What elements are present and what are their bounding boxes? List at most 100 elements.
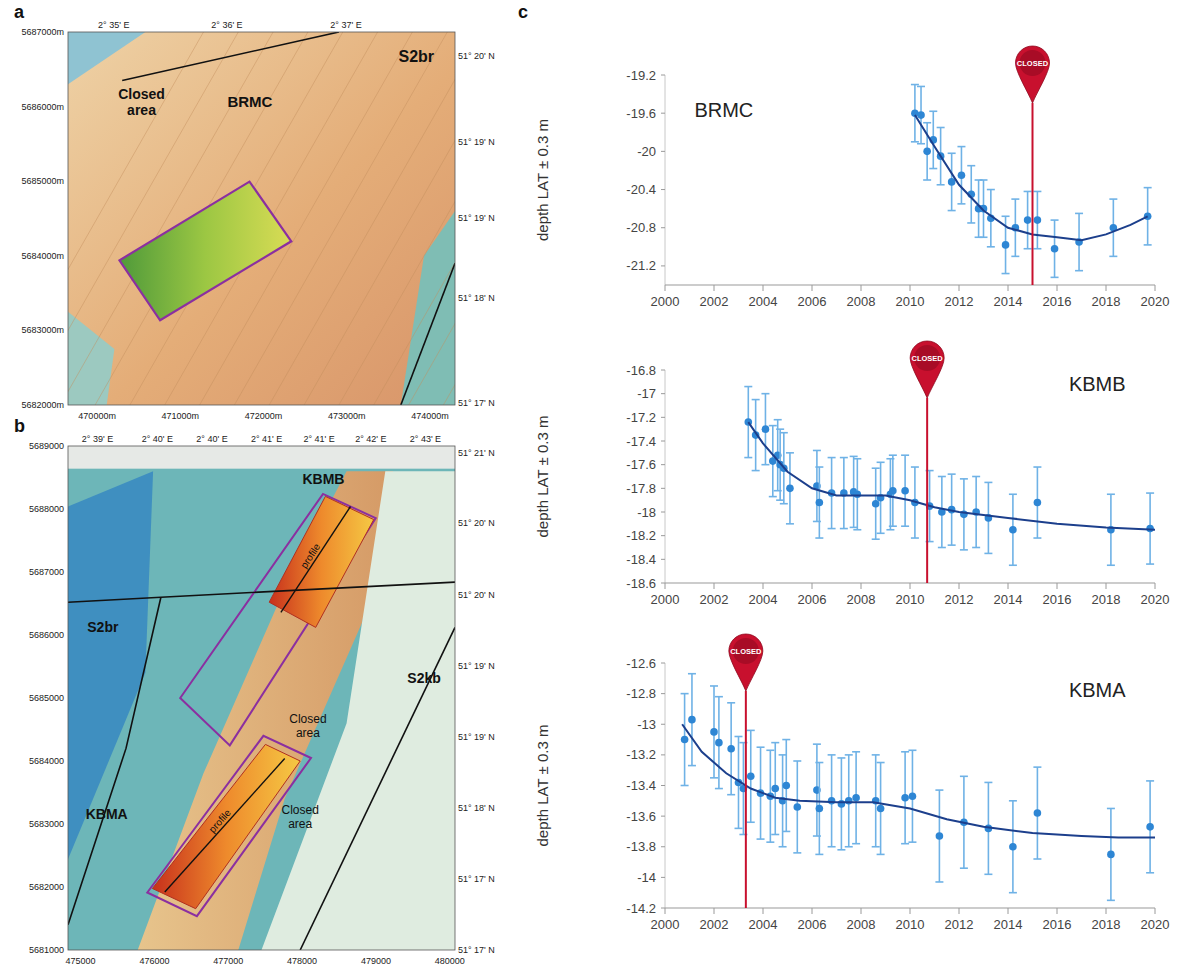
seabed xyxy=(68,446,455,950)
error-bar-cap xyxy=(1144,187,1152,189)
x-tick-label: 2014 xyxy=(994,592,1023,607)
error-bar-cap xyxy=(872,846,880,848)
latitude-label: 51° 20' N xyxy=(458,518,495,528)
x-tick xyxy=(861,285,862,291)
trend-line xyxy=(915,115,1148,240)
y-tick xyxy=(661,754,665,755)
x-tick xyxy=(812,583,813,589)
x-tick xyxy=(1106,583,1107,589)
error-bar-cap xyxy=(786,523,794,525)
error-bar-cap xyxy=(688,765,696,767)
error-bar-cap xyxy=(813,743,821,745)
y-tick-label: -17.4 xyxy=(626,434,656,449)
error-bar-cap xyxy=(780,432,788,434)
data-point xyxy=(958,171,966,179)
error-bar-cap xyxy=(727,702,735,704)
error-bar xyxy=(935,790,943,882)
error-bar-cap xyxy=(917,86,925,88)
easting-label: 477000 xyxy=(213,956,243,966)
closed-area xyxy=(180,494,376,746)
data-point xyxy=(838,800,846,808)
map-label: KBMA xyxy=(86,806,128,822)
northing-label: 5683000m xyxy=(21,325,64,335)
northing-label: 5682000m xyxy=(21,400,64,410)
northing-label: 5688000 xyxy=(29,504,64,514)
y-tick-label: -13 xyxy=(637,717,656,732)
data-point xyxy=(771,785,779,793)
error-bar-cap xyxy=(937,184,945,186)
plot-area xyxy=(911,85,1152,278)
x-tick-label: 2004 xyxy=(749,917,778,932)
error-bar-cap xyxy=(935,881,943,883)
x-tick xyxy=(763,583,764,589)
sand-ripple xyxy=(68,32,203,405)
error-bar xyxy=(1033,767,1041,859)
x-tick xyxy=(714,908,715,914)
sand-ripple xyxy=(95,32,308,405)
x-tick xyxy=(665,583,666,589)
northing-label: 5685000 xyxy=(29,693,64,703)
y-tick xyxy=(661,816,665,817)
closure-line xyxy=(926,398,928,583)
error-bar-cap xyxy=(1109,256,1117,258)
data-point xyxy=(852,794,860,802)
sand-ripple xyxy=(339,32,455,405)
error-bar-cap xyxy=(948,210,956,212)
easting-label: 470000m xyxy=(78,411,116,421)
easting-label: 480000 xyxy=(435,956,465,966)
y-tick xyxy=(661,724,665,725)
error-bar-cap xyxy=(853,529,861,531)
error-bar-cap xyxy=(872,754,880,756)
map-label-line: Closed xyxy=(289,712,326,726)
deep-water xyxy=(68,471,153,859)
data-point xyxy=(786,485,794,493)
error-bar xyxy=(957,147,965,204)
error-bar-cap xyxy=(901,843,909,845)
error-bar-cap xyxy=(815,762,823,764)
data-point xyxy=(1034,499,1042,507)
x-tick xyxy=(910,583,911,589)
zone-boundary xyxy=(68,582,455,602)
error-bar-cap xyxy=(1107,808,1115,810)
error-bar-cap xyxy=(761,464,769,466)
x-tick-label: 2002 xyxy=(700,917,729,932)
error-bar-cap xyxy=(782,831,790,833)
error-bar-cap xyxy=(752,470,760,472)
y-tick xyxy=(661,75,665,76)
error-bar-cap xyxy=(929,168,937,170)
error-bar-cap xyxy=(1033,191,1041,193)
error-bar-cap xyxy=(1011,256,1019,258)
map-label-line: Closed xyxy=(118,86,165,102)
x-tick-label: 2000 xyxy=(651,294,680,309)
data-point xyxy=(762,425,770,433)
x-tick-label: 2006 xyxy=(798,294,827,309)
data-point xyxy=(828,797,836,805)
error-bar-cap xyxy=(1024,248,1032,250)
x-tick-label: 2004 xyxy=(749,592,778,607)
closure-line xyxy=(745,691,747,908)
error-bar-cap xyxy=(815,537,823,539)
deep-water xyxy=(68,32,145,84)
y-tick-label: -13.2 xyxy=(626,747,656,762)
y-tick xyxy=(661,559,665,560)
error-bar-cap xyxy=(761,393,769,395)
y-tick xyxy=(661,908,665,909)
y-tick xyxy=(661,151,665,152)
error-bar-cap xyxy=(710,777,718,779)
zone-boundary xyxy=(68,597,161,925)
data-point xyxy=(794,803,802,811)
error-bar-cap xyxy=(1002,273,1010,275)
northing-label: 5685000m xyxy=(21,176,64,186)
data-point xyxy=(816,805,824,813)
error-bar-cap xyxy=(782,739,790,741)
longitude-label: 2° 35' E xyxy=(98,20,129,30)
chart-title: KBMA xyxy=(1069,679,1126,701)
trend-line xyxy=(748,422,1155,530)
data-point xyxy=(845,797,853,805)
y-tick xyxy=(661,846,665,847)
error-bar-cap xyxy=(960,478,968,480)
x-tick xyxy=(1008,908,1009,914)
data-point xyxy=(710,728,718,736)
error-bar-cap xyxy=(987,246,995,248)
chart-title: BRMC xyxy=(694,99,753,121)
